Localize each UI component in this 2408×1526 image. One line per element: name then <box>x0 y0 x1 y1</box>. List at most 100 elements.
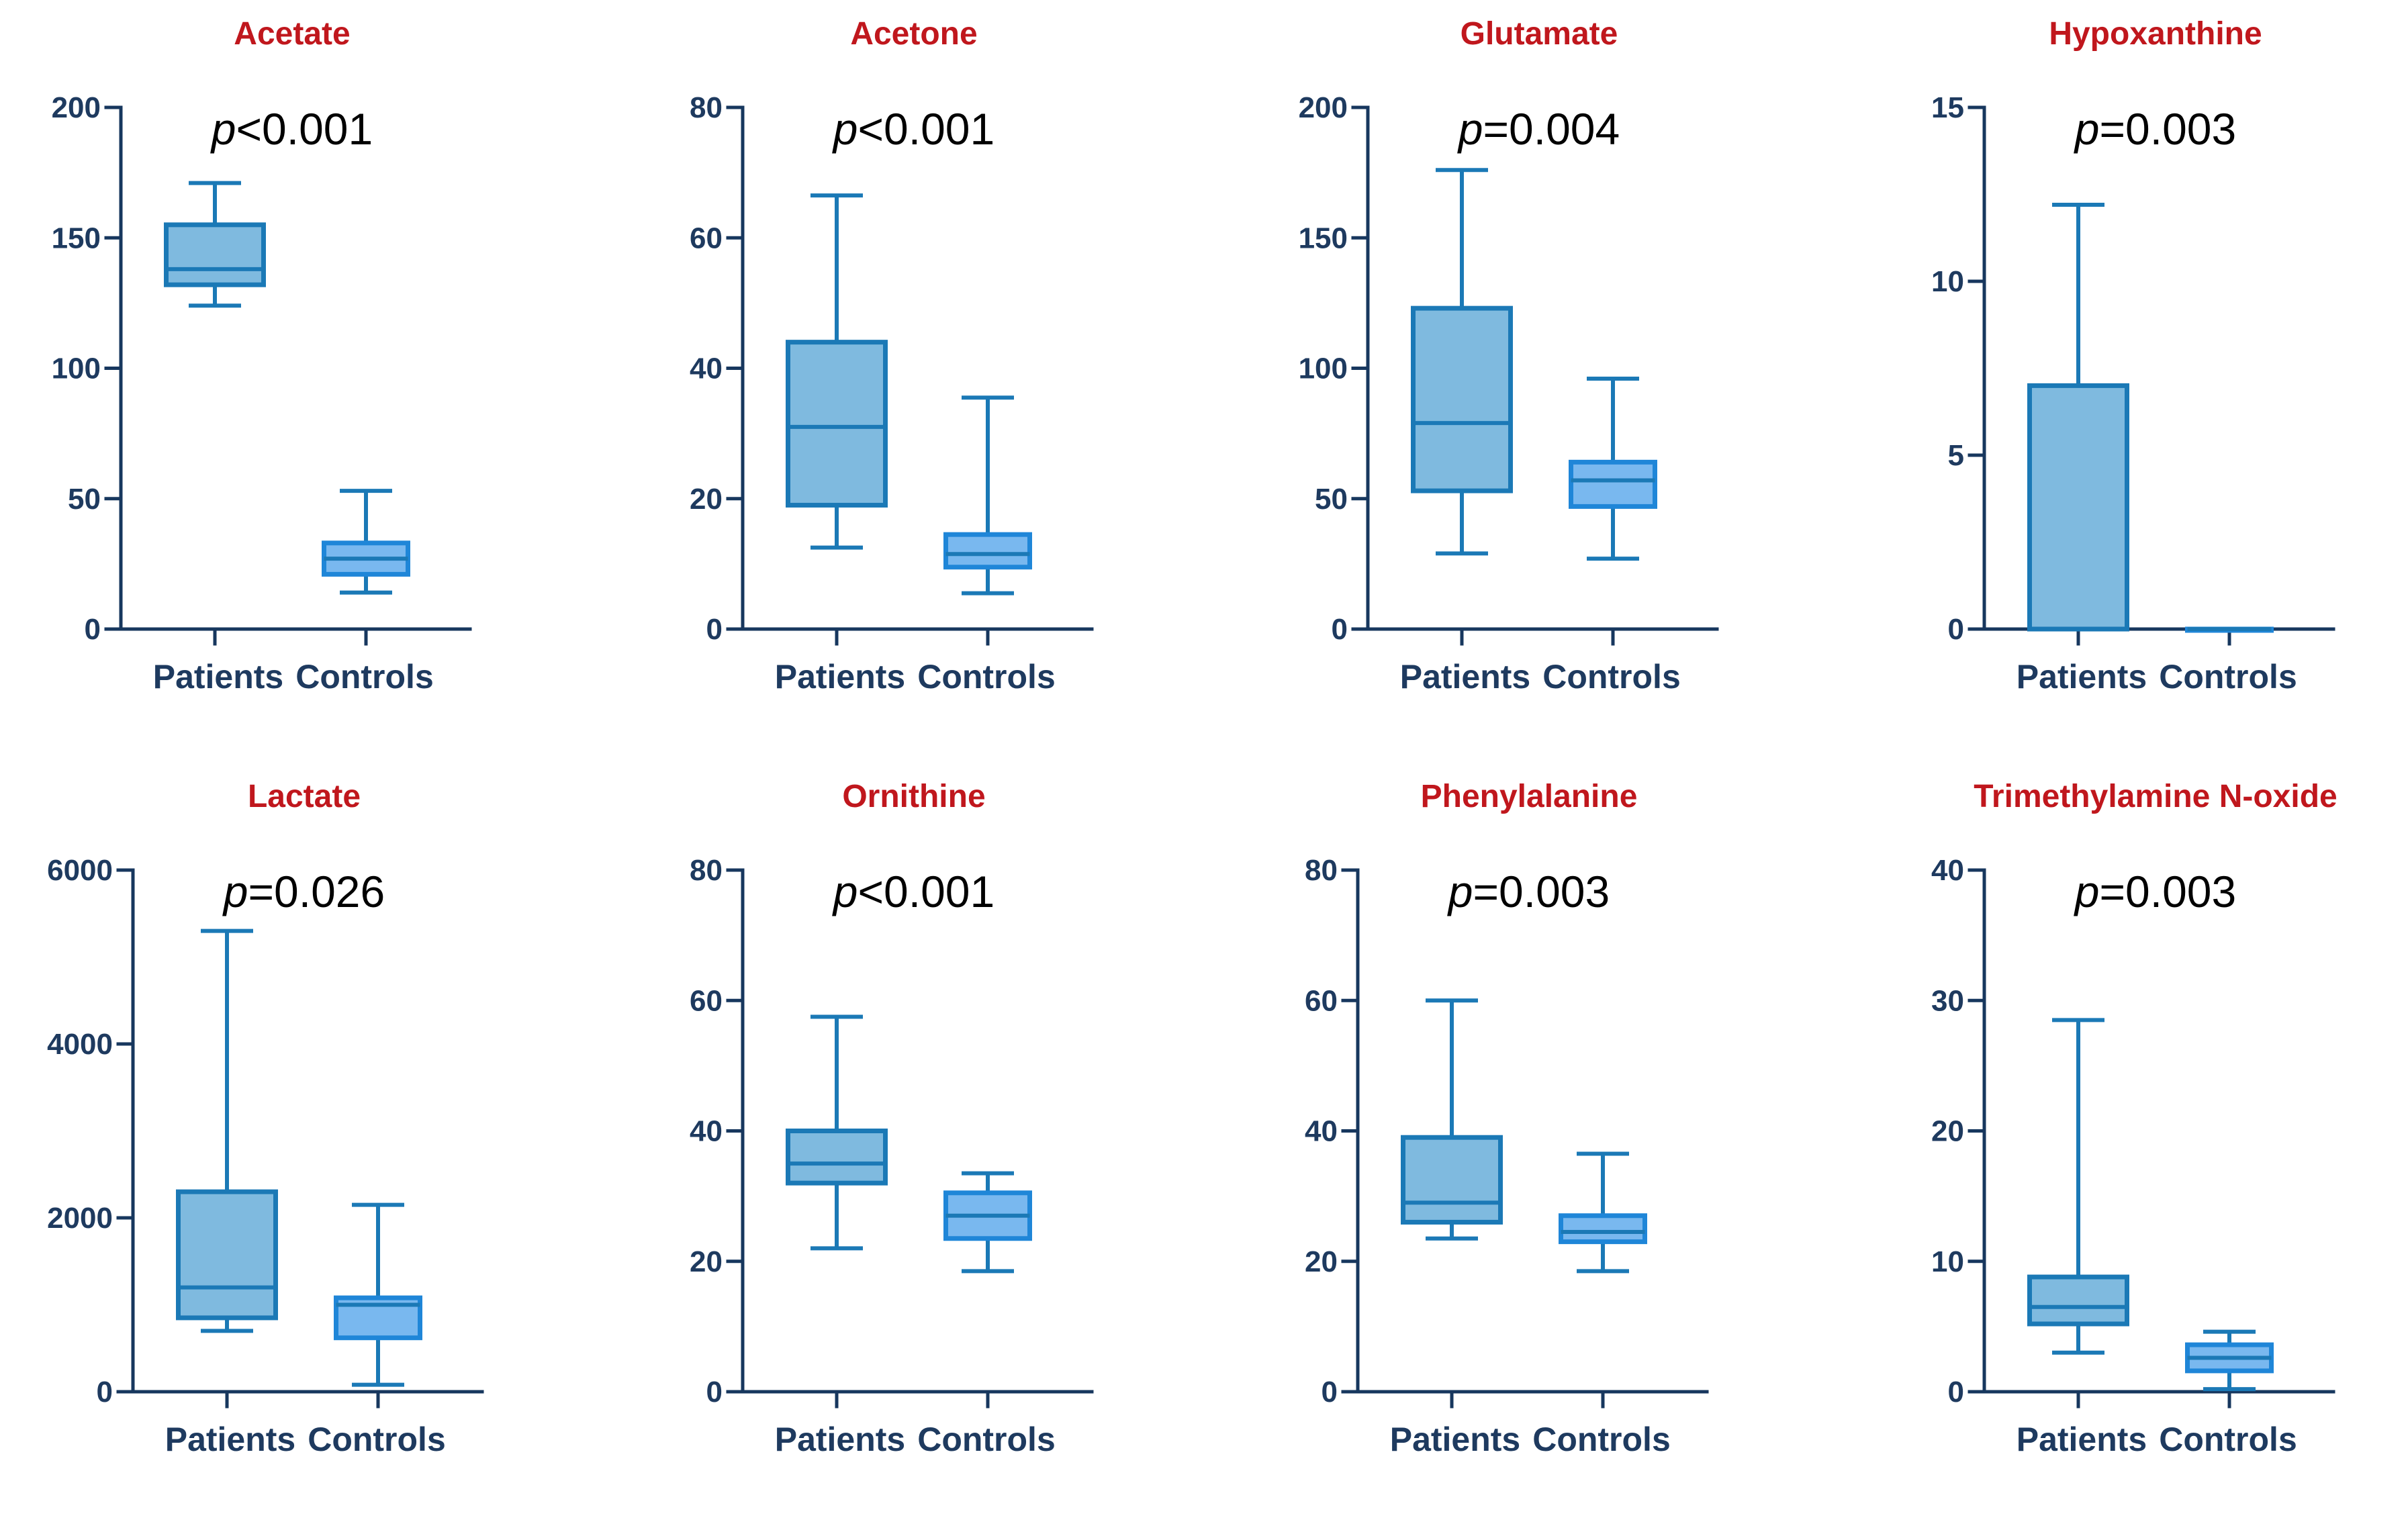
chart-title: Acetone <box>850 16 977 52</box>
box-controls <box>1569 377 1657 561</box>
x-tick-label-controls: Controls <box>1532 1421 1671 1458</box>
y-tick-label: 20 <box>690 1245 723 1278</box>
box-controls <box>943 1171 1032 1274</box>
chart-svg: Acetone p<0.001 0 20 40 60 80 Patients Controls <box>690 16 1094 696</box>
chart-svg: Glutamate p=0.004 0 50 100 150 200 Patients Cont… <box>1299 16 1719 696</box>
chart-title: Lactate <box>248 779 361 814</box>
chart-svg: Lactate p=0.026 0 2000 4000 6000 Patients Contr… <box>47 779 484 1458</box>
chart-svg: Hypoxanthine p=0.003 0 5 10 15 Patients Control… <box>1931 16 2335 696</box>
chart-title: Phenylalanine <box>1421 779 1638 814</box>
chart-panel-ornithine: Ornithine p<0.001 0 20 40 60 80 Patients Control… <box>602 763 1203 1525</box>
y-tick-label: 150 <box>52 222 101 254</box>
y-tick-label: 200 <box>52 91 101 124</box>
box-controls <box>2185 1329 2274 1392</box>
x-tick-label-patients: Patients <box>2017 1421 2147 1458</box>
x-tick-label-patients: Patients <box>1400 658 1531 696</box>
y-tick-label: 60 <box>690 984 723 1017</box>
y-tick-label: 0 <box>706 1376 723 1409</box>
y-tick-label: 0 <box>1322 1376 1338 1409</box>
x-tick-label-controls: Controls <box>308 1421 446 1458</box>
chart-svg: Trimethylamine N-oxide p=0.003 0 10 20 30 40 Pa… <box>1931 779 2337 1458</box>
p-value-label: p=0.003 <box>2074 867 2236 916</box>
y-tick-label: 80 <box>690 91 723 124</box>
y-tick-label: 20 <box>1305 1245 1338 1278</box>
iqr-box <box>786 340 888 508</box>
iqr-box <box>786 1129 888 1186</box>
y-tick-label: 0 <box>1948 1376 1964 1409</box>
y-tick-label: 200 <box>1299 91 1348 124</box>
box-patients <box>786 193 888 550</box>
y-tick-label: 30 <box>1931 984 1964 1017</box>
box-patients <box>2027 1018 2129 1355</box>
iqr-box <box>943 532 1032 570</box>
y-tick-label: 0 <box>1948 613 1964 646</box>
chart-panel-acetate: Acetate p<0.001 0 50 100 150 200 Patients Contro… <box>0 0 602 763</box>
box-patients <box>164 181 266 308</box>
y-tick-label: 50 <box>68 483 101 516</box>
y-tick-label: 50 <box>1315 483 1348 516</box>
x-tick-label-controls: Controls <box>295 658 434 696</box>
chart-svg: Ornithine p<0.001 0 20 40 60 80 Patients Control… <box>690 779 1094 1458</box>
x-tick-label-controls: Controls <box>1542 658 1681 696</box>
p-value-label: p=0.026 <box>222 867 385 916</box>
box-patients <box>1411 168 1513 556</box>
x-tick-label-controls: Controls <box>2159 1421 2297 1458</box>
y-tick-label: 100 <box>52 352 101 385</box>
iqr-box <box>164 222 266 287</box>
iqr-box <box>1559 1213 1647 1245</box>
y-tick-label: 2000 <box>47 1202 113 1235</box>
box-controls <box>2185 626 2274 633</box>
p-value-label: p<0.001 <box>210 104 373 154</box>
box-patients <box>2027 203 2129 632</box>
y-tick-label: 20 <box>690 483 723 516</box>
p-value-label: p=0.003 <box>1447 867 1610 916</box>
y-tick-label: 40 <box>1305 1115 1338 1148</box>
chart-panel-glutamate: Glutamate p=0.004 0 50 100 150 200 Patients Cont… <box>1203 0 1805 763</box>
chart-title: Ornithine <box>842 779 985 814</box>
y-tick-label: 0 <box>1332 613 1348 646</box>
y-tick-label: 100 <box>1299 352 1348 385</box>
iqr-box <box>1401 1135 1503 1225</box>
chart-panel-phenylalanine: Phenylalanine p=0.003 0 20 40 60 80 Patients Con… <box>1203 763 1805 1525</box>
iqr-box <box>1569 459 1657 509</box>
chart-svg: Acetate p<0.001 0 50 100 150 200 Patients Contro… <box>52 16 472 696</box>
y-tick-label: 10 <box>1931 265 1964 298</box>
chart-title: Glutamate <box>1461 16 1618 52</box>
p-value-label: p=0.004 <box>1457 104 1620 154</box>
p-value-label: p<0.001 <box>832 867 994 916</box>
chart-title: Trimethylamine N-oxide <box>1974 779 2337 814</box>
chart-svg: Phenylalanine p=0.003 0 20 40 60 80 Patients Con… <box>1305 779 1709 1458</box>
x-tick-label-patients: Patients <box>153 658 284 696</box>
box-patients <box>786 1014 888 1251</box>
y-tick-label: 6000 <box>47 854 113 887</box>
y-tick-label: 40 <box>690 352 723 385</box>
y-tick-label: 5 <box>1948 439 1964 472</box>
y-tick-label: 0 <box>706 613 723 646</box>
y-tick-label: 80 <box>1305 854 1338 887</box>
chart-title: Hypoxanthine <box>2049 16 2262 52</box>
chart-title: Acetate <box>234 16 350 52</box>
y-tick-label: 60 <box>690 222 723 254</box>
iqr-box <box>2027 1274 2129 1327</box>
y-tick-label: 40 <box>690 1115 723 1148</box>
iqr-box <box>176 1189 278 1321</box>
iqr-box <box>1411 305 1513 493</box>
y-tick-label: 150 <box>1299 222 1348 254</box>
box-controls <box>1559 1151 1647 1274</box>
p-value-label: p=0.003 <box>2074 104 2236 154</box>
y-tick-label: 0 <box>85 613 101 646</box>
chart-panel-acetone: Acetone p<0.001 0 20 40 60 80 Patients Controls <box>602 0 1203 763</box>
y-tick-label: 40 <box>1931 854 1964 887</box>
x-tick-label-controls: Controls <box>917 658 1056 696</box>
box-controls <box>334 1202 422 1387</box>
y-tick-label: 10 <box>1931 1245 1964 1278</box>
x-tick-label-patients: Patients <box>1390 1421 1521 1458</box>
y-tick-label: 20 <box>1931 1115 1964 1148</box>
x-tick-label-patients: Patients <box>775 658 906 696</box>
chart-panel-hypoxanthine: Hypoxanthine p=0.003 0 5 10 15 Patients Control… <box>1806 0 2408 763</box>
y-tick-label: 60 <box>1305 984 1338 1017</box>
y-tick-label: 0 <box>97 1376 113 1409</box>
p-value-label: p<0.001 <box>832 104 994 154</box>
box-controls <box>943 395 1032 595</box>
